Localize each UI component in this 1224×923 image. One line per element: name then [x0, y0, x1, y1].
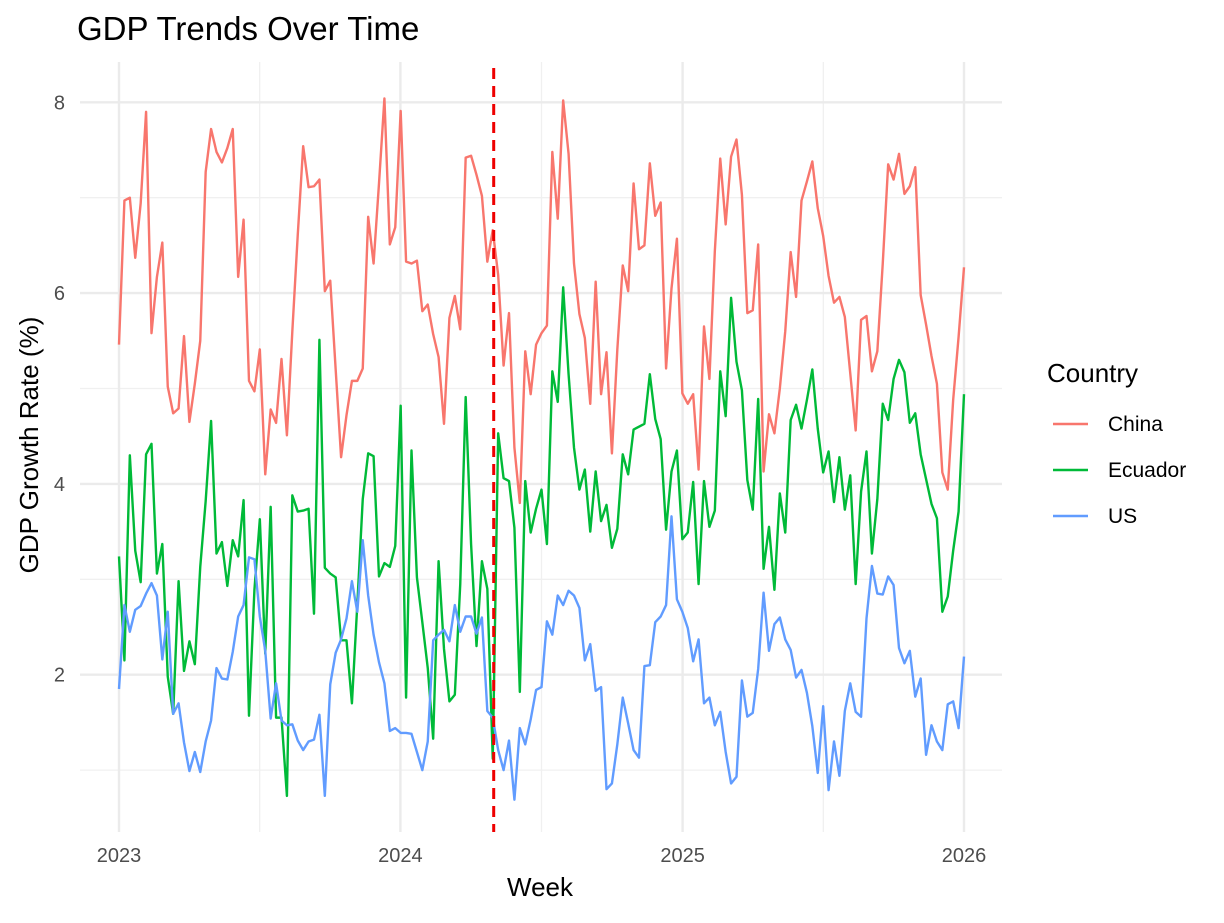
x-tick-label: 2026 — [942, 845, 987, 867]
series-line-us — [117, 515, 966, 801]
y-tick-label: 8 — [54, 92, 65, 114]
legend-label: US — [1108, 505, 1137, 528]
chart-title: GDP Trends Over Time — [77, 10, 419, 47]
legend-item-ecuador: Ecuador — [1053, 459, 1186, 482]
x-tick-label: 2023 — [97, 845, 142, 867]
grid-lines — [80, 62, 1002, 832]
x-axis-title: Week — [507, 872, 574, 902]
y-tick-label: 4 — [54, 474, 65, 496]
y-axis-title: GDP Growth Rate (%) — [14, 317, 44, 574]
legend-item-us: US — [1053, 505, 1137, 528]
legend-title: Country — [1047, 358, 1138, 388]
legend-label: China — [1108, 413, 1163, 436]
legend-item-china: China — [1053, 413, 1163, 436]
series-line-ecuador — [117, 286, 966, 798]
tick-labels: 2 4 6 8 2023 2024 2025 2026 — [54, 92, 986, 867]
legend: Country China Ecuador US — [1047, 358, 1186, 528]
series-lines — [117, 97, 966, 801]
y-tick-label: 6 — [54, 283, 65, 305]
series-line-china — [117, 97, 966, 505]
legend-label: Ecuador — [1108, 459, 1186, 482]
legend-items: China Ecuador US — [1053, 413, 1186, 528]
y-tick-label: 2 — [54, 665, 65, 687]
x-tick-label: 2024 — [378, 845, 423, 867]
x-tick-label: 2025 — [660, 845, 705, 867]
